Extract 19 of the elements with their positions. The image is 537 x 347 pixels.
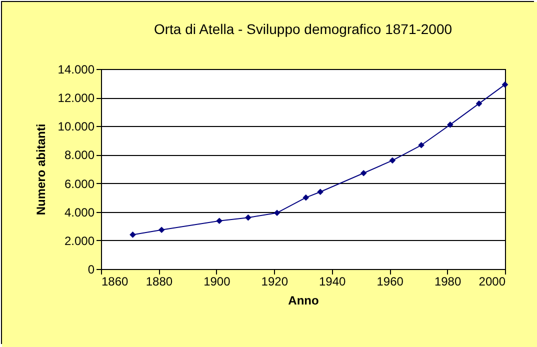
x-axis-title: Anno bbox=[288, 294, 319, 308]
y-tick-label: 14.000 bbox=[58, 62, 95, 76]
x-tick-label: 1900 bbox=[204, 274, 231, 288]
x-tick-label: 1960 bbox=[376, 274, 404, 288]
y-tick-label: 10.000 bbox=[58, 120, 95, 134]
y-tick-label: 12.000 bbox=[58, 91, 95, 106]
x-tick-label: 2000 bbox=[478, 274, 506, 288]
x-tick-label: 1860 bbox=[102, 274, 129, 288]
x-tick-label: 1920 bbox=[261, 274, 288, 288]
y-tick-label: 6.000 bbox=[64, 176, 95, 191]
x-tick-label: 1980 bbox=[434, 274, 462, 288]
y-axis-title: Numero abitanti bbox=[34, 124, 48, 216]
chart-title: Orta di Atella - Sviluppo demografico 1871-2000 bbox=[154, 21, 452, 37]
y-tick-label: 8.000 bbox=[64, 148, 95, 162]
y-tick-label: 4.000 bbox=[64, 205, 95, 220]
x-tick-label: 1880 bbox=[146, 274, 173, 288]
x-tick-label: 1940 bbox=[319, 274, 346, 288]
y-tick-label: 0 bbox=[88, 262, 95, 276]
y-tick-label: 2.000 bbox=[64, 234, 95, 248]
